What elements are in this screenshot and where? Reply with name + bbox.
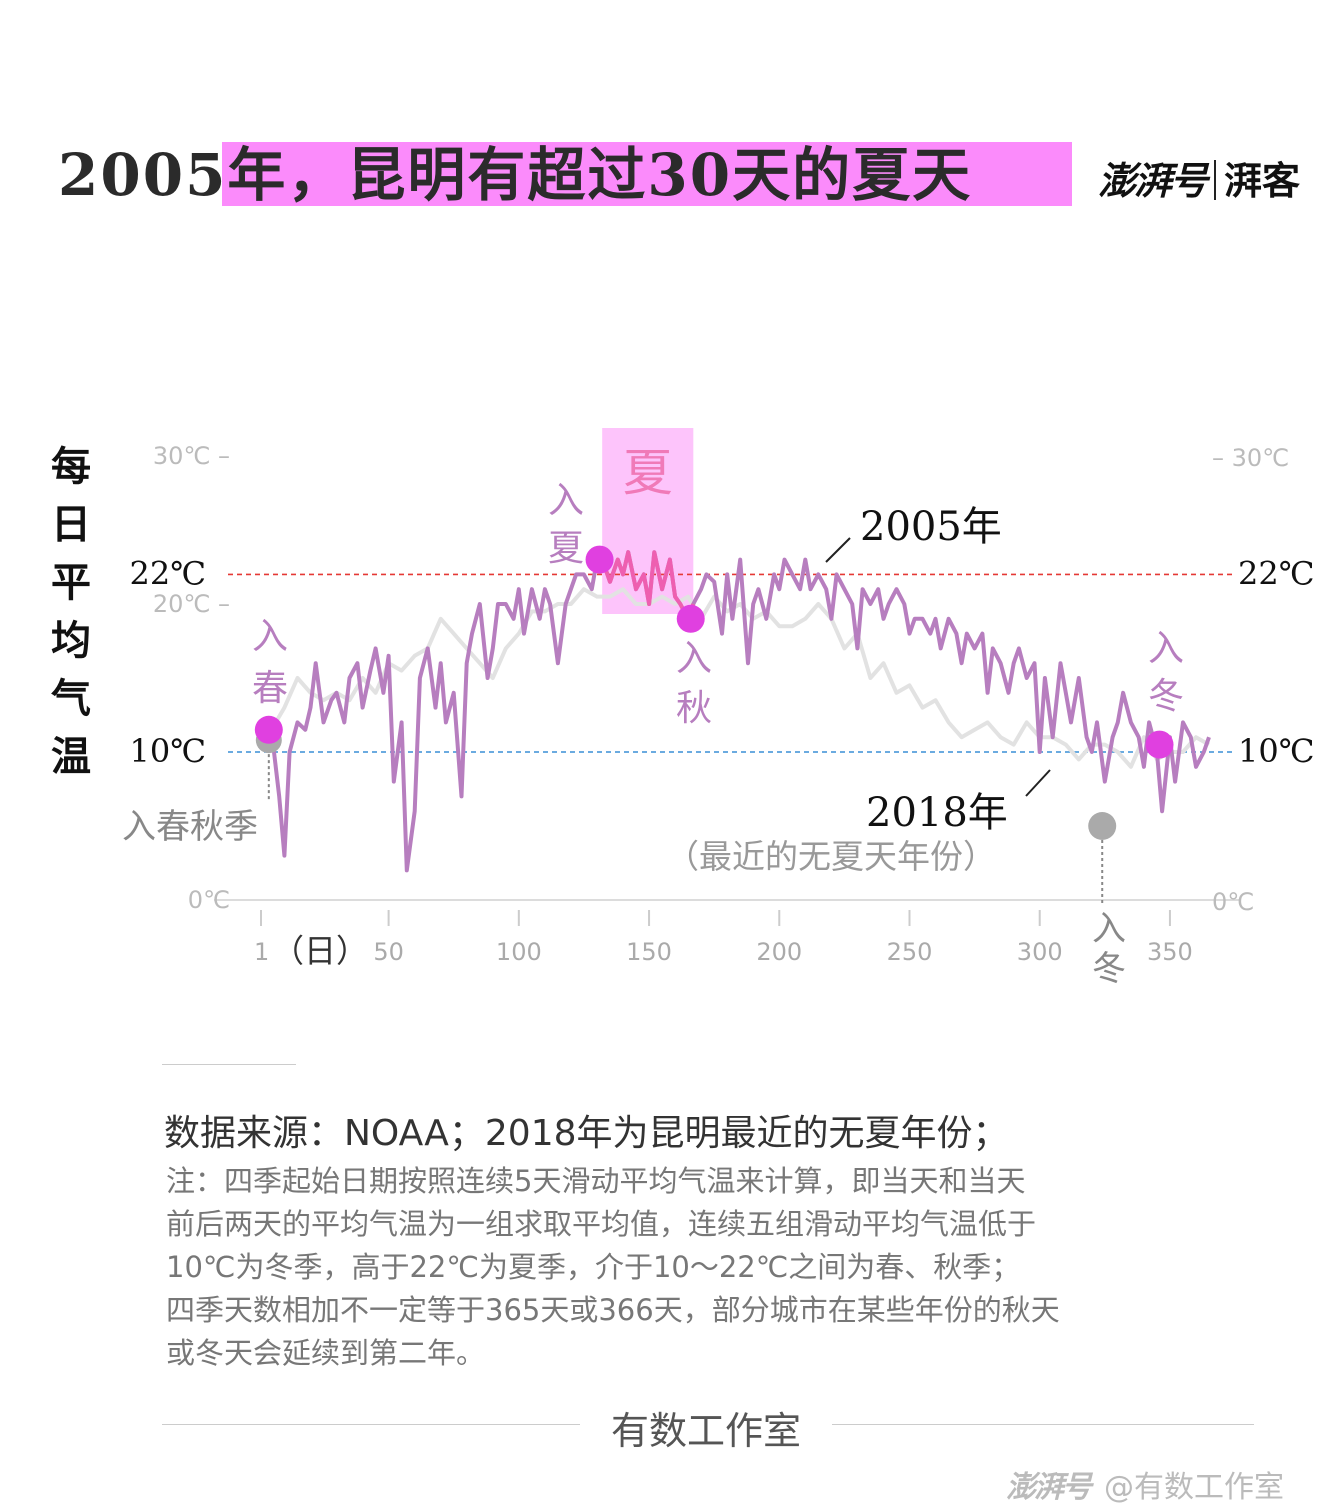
temperature-chart: 夏1 50 100 150 200 250 300 350（日）30℃ –20℃ –0℃– 3… [122,428,1315,989]
note-line: 前后两天的平均气温为一组求取平均值，连续五组滑动平均气温低于 [166,1207,1037,1241]
x-tick-label: 50 [373,938,404,966]
marker-label: 冬 [1148,676,1184,717]
footer-rule-right [832,1424,1254,1425]
marker-label: 秋 [676,688,712,729]
title-highlight [222,142,1072,206]
series-leader-2018 [1025,769,1051,797]
marker-label: 冬 [1092,949,1126,989]
x-axis-label: （日） [272,932,368,970]
note-line: 或冬天会延续到第二年。 [166,1336,486,1370]
title-block: 2005年，昆明有超过30天的夏天 [58,128,1088,209]
footer-credit: 有数工作室 [610,1409,801,1453]
marker-dot [1145,730,1174,759]
series-line-2005-summer [600,550,696,621]
page-title: 2005年，昆明有超过30天的夏天 [58,141,973,209]
marker-label: 入春秋季 [122,807,258,847]
marker-dot [1088,812,1117,840]
threshold-label-right: 22℃ [1238,554,1315,592]
series-label-2005: 2005年 [860,504,1002,550]
footer-rule-left [162,1424,580,1425]
marker-label: 入 [676,638,712,679]
brand-divider [1214,160,1217,200]
data-source: 数据来源：NOAA；2018年为昆明最近的无夏年份； [164,1113,1009,1154]
x-tick-label: 350 [1147,938,1193,966]
series-sublabel-2018: （最近的无夏天年份） [666,837,996,876]
x-tick-label: 100 [496,938,542,966]
y-axis-label-char: 均 [51,617,91,664]
y-axis-label-char: 每 [51,443,91,490]
marker-label: 春 [252,668,288,709]
note-line: 四季天数相加不一定等于365天或366天，部分城市在某些年份的秋天 [166,1293,1060,1327]
summer-band [602,428,694,614]
y-tick-label-left: 0℃ [188,886,230,914]
y-tick-label-left: 20℃ – [153,590,230,618]
marker-dot [254,715,283,744]
brand-logo: 澎湃号 [1098,159,1208,203]
x-tick-label: 1 [254,938,269,966]
marker-label: 入 [1092,909,1126,949]
brand: 澎湃号 湃客 [1098,150,1300,205]
summer-band-label: 夏 [623,444,673,502]
series-line-2005 [259,550,1211,873]
marker-label: 入 [1148,628,1184,669]
threshold-label-right: 10℃ [1238,732,1315,770]
marker-label: 夏 [548,528,584,569]
threshold-label-left: 22℃ [129,554,206,592]
x-tick-label: 300 [1017,938,1063,966]
y-tick-label-left: 30℃ – [153,442,230,470]
series-label-2018: 2018年 [866,790,1008,836]
y-tick-label-right: – 30℃ [1212,444,1289,472]
note-line: 注：四季起始日期按照连续5天滑动平均气温来计算，即当天和当天 [166,1164,1026,1198]
brand-channel: 湃客 [1224,158,1301,203]
y-tick-label-right: 0℃ [1212,888,1254,916]
marker-dot [676,604,705,633]
watermark-logo: 澎湃号 [1006,1470,1092,1505]
marker-label: 入 [548,480,584,521]
threshold-label-left: 10℃ [129,732,206,770]
watermark: 澎湃号 @有数工作室 [1006,1462,1284,1506]
note-line: 10℃为冬季，高于22℃为夏季，介于10～22℃之间为春、秋季； [166,1250,1021,1284]
y-axis-label-char: 平 [51,559,91,606]
methodology-note: 注：四季起始日期按照连续5天滑动平均气温来计算，即当天和当天 前后两天的平均气温… [166,1160,1276,1375]
marker-dot [585,545,614,574]
y-axis-label-char: 温 [51,733,91,780]
x-tick-label: 200 [756,938,802,966]
x-tick-label: 150 [626,938,672,966]
y-axis-label-char: 气 [51,675,91,722]
watermark-handle: @有数工作室 [1104,1470,1284,1505]
marker-label: 入 [252,616,288,657]
x-tick-label: 250 [887,938,933,966]
y-axis-label: 每 日 平 均 气 温 [46,438,96,786]
divider-short [162,1064,296,1065]
y-axis-label-char: 日 [51,501,91,548]
series-leader-2005 [825,537,851,563]
